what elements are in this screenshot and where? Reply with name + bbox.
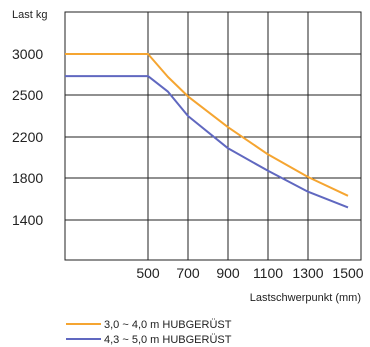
y-tick-label: 2500 — [12, 87, 43, 103]
y-tick-label: 1800 — [12, 170, 43, 186]
x-tick-label: 700 — [176, 265, 200, 281]
series-line-hubgeruest-4-5m — [65, 75, 349, 209]
y-tick-label: 3000 — [12, 46, 43, 62]
plot-frame — [64, 11, 362, 261]
legend: 3,0 ~ 4,0 m HUBGERÜST 4,3 ~ 5,0 m HUBGER… — [66, 319, 232, 346]
legend-label: 3,0 ~ 4,0 m HUBGERÜST — [104, 319, 232, 331]
y-tick-label: 1400 — [12, 212, 43, 228]
y-tick-labels: 3000 2500 2200 1800 1400 — [12, 46, 43, 228]
x-tick-label: 1300 — [292, 265, 323, 281]
x-tick-label: 500 — [136, 265, 160, 281]
legend-label: 4,3 ~ 5,0 m HUBGERÜST — [104, 334, 232, 346]
x-tick-label: 1100 — [253, 265, 283, 281]
x-tick-label: 1500 — [332, 265, 363, 281]
y-tick-label: 2200 — [12, 129, 43, 145]
x-tick-label: 900 — [216, 265, 240, 281]
series-line-hubgeruest-3-4m — [65, 53, 349, 197]
x-tick-labels: 500 700 900 1100 1300 1500 — [136, 265, 363, 281]
x-axis-title: Lastschwerpunkt (mm) — [250, 292, 361, 304]
y-axis-title: Last kg — [12, 9, 47, 21]
series-layer — [65, 53, 349, 209]
